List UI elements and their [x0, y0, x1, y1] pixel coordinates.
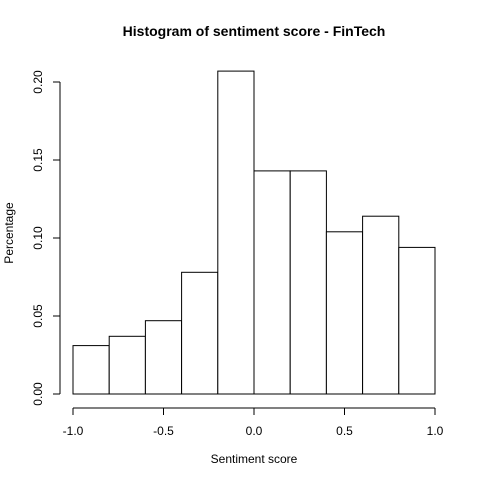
x-tick-label: -0.5	[153, 424, 174, 438]
histogram-bar	[109, 336, 145, 394]
y-tick-label: 0.15	[31, 148, 45, 172]
histogram-bar	[145, 321, 181, 394]
histogram-bar	[363, 216, 399, 394]
histogram-bar	[182, 272, 218, 394]
x-tick-label: -1.0	[63, 424, 84, 438]
y-axis-label: Percentage	[2, 202, 16, 264]
x-tick-label: 1.0	[427, 424, 444, 438]
y-tick-label: 0.20	[31, 70, 45, 94]
x-axis-label: Sentiment score	[211, 452, 298, 466]
histogram-bar	[326, 232, 362, 394]
y-tick-label: 0.10	[31, 226, 45, 250]
x-axis: -1.0 -0.5 0.0 0.5 1.0	[63, 408, 444, 438]
x-tick-label: 0.0	[246, 424, 263, 438]
bars-group	[73, 71, 435, 394]
histogram-bar	[73, 346, 109, 394]
y-tick-label: 0.05	[31, 304, 45, 328]
x-tick-label: 0.5	[336, 424, 353, 438]
histogram-bar	[254, 171, 290, 394]
y-axis: 0.00 0.05 0.10 0.15 0.20	[31, 70, 60, 406]
histogram-bar	[218, 71, 254, 394]
histogram-bar	[399, 247, 435, 394]
y-tick-label: 0.00	[31, 382, 45, 406]
histogram-bar	[290, 171, 326, 394]
chart-title: Histogram of sentiment score - FinTech	[123, 23, 386, 39]
